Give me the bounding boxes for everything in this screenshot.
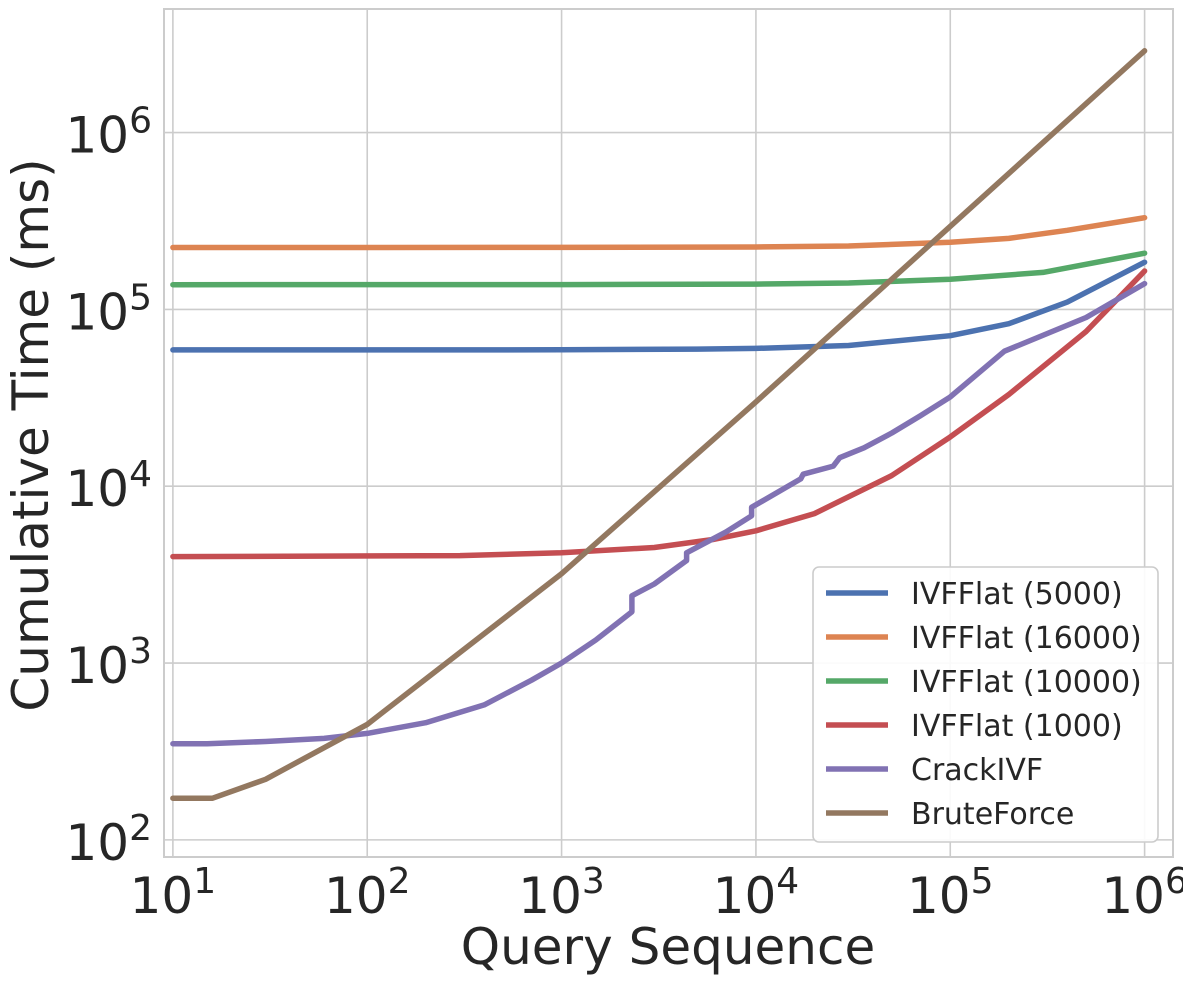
- x-tick-label: 101: [130, 861, 217, 925]
- legend: IVFFlat (5000) IVFFlat (16000) IVFFlat (10…: [812, 566, 1159, 843]
- y-tick-label: 106: [65, 101, 152, 165]
- series-layer: [170, 48, 1148, 801]
- legend-label-crackivf: CrackIVF: [911, 753, 1043, 788]
- y-tick-exponent: 5: [129, 277, 152, 318]
- y-tick-exponent: 4: [129, 454, 152, 495]
- x-tick-base: 10: [324, 867, 388, 925]
- y-axis-label: Cumulative Time (ms): [2, 158, 60, 711]
- x-axis-label: Query Sequence: [461, 918, 875, 976]
- legend-label-bruteforce: BruteForce: [911, 797, 1074, 832]
- x-tick-exponent: 5: [971, 861, 994, 902]
- y-tick-base: 10: [65, 814, 129, 872]
- series-line-ivfflat-16000: [170, 214, 1148, 251]
- y-tick-label: 102: [65, 808, 152, 872]
- y-tick-exponent: 6: [129, 101, 152, 142]
- legend-box: [812, 566, 1159, 843]
- x-tick-exponent: 2: [388, 861, 411, 902]
- y-tick-base: 10: [65, 637, 129, 695]
- x-tick-base: 10: [130, 867, 194, 925]
- x-tick-label: 104: [713, 861, 800, 925]
- legend-label-ivfflat-16000: IVFFlat (16000): [911, 621, 1142, 656]
- x-tick-exponent: 4: [776, 861, 799, 902]
- legend-label-ivfflat-5000: IVFFlat (5000): [911, 577, 1123, 612]
- y-tick-label: 104: [65, 454, 152, 518]
- y-tick-base: 10: [65, 460, 129, 518]
- plot-frame: [163, 8, 1174, 858]
- series-line-ivfflat-1000: [170, 268, 1148, 560]
- y-tick-label: 105: [65, 277, 152, 341]
- legend-label-ivfflat-10000: IVFFlat (10000): [911, 665, 1142, 700]
- x-tick-label: 106: [1101, 861, 1183, 925]
- x-tick-label: 105: [907, 861, 994, 925]
- x-tick-base: 10: [907, 867, 971, 925]
- x-tick-labels: 101 102 103 104 105 106: [130, 861, 1183, 925]
- x-tick-exponent: 6: [1165, 861, 1183, 902]
- x-tick-base: 10: [713, 867, 777, 925]
- x-tick-label: 102: [324, 861, 411, 925]
- x-tick-exponent: 3: [582, 861, 605, 902]
- y-tick-label: 103: [65, 631, 152, 695]
- series-line-crackivf: [170, 280, 1148, 747]
- grid: [164, 9, 1173, 857]
- series-line-ivfflat-10000: [170, 250, 1148, 288]
- series-line-ivfflat-5000: [170, 259, 1148, 353]
- y-tick-base: 10: [65, 283, 129, 341]
- y-tick-base: 10: [65, 107, 129, 165]
- x-tick-label: 103: [518, 861, 605, 925]
- x-tick-exponent: 1: [193, 861, 216, 902]
- series-line-bruteforce: [170, 48, 1148, 801]
- x-tick-base: 10: [1101, 867, 1165, 925]
- legend-label-ivfflat-1000: IVFFlat (1000): [911, 709, 1123, 744]
- y-tick-exponent: 2: [129, 808, 152, 849]
- x-tick-base: 10: [518, 867, 582, 925]
- y-tick-exponent: 3: [129, 631, 152, 672]
